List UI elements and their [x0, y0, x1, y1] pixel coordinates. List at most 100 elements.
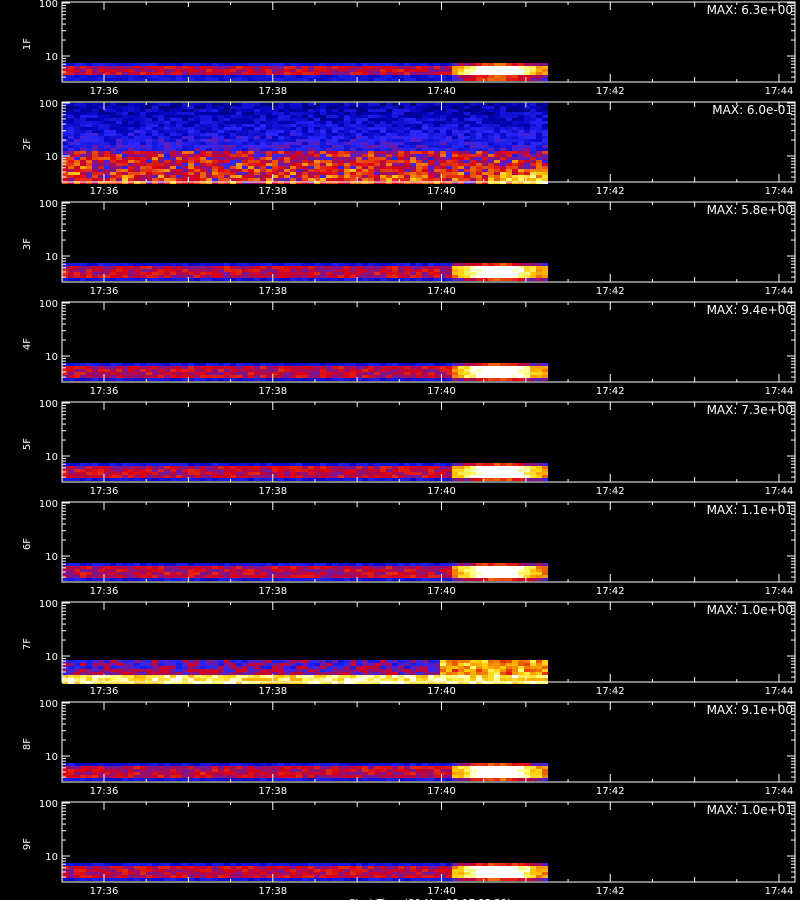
heat-cell: [236, 139, 242, 142]
heat-cell: [356, 572, 362, 575]
heat-cell: [368, 63, 374, 66]
heat-cell: [230, 106, 236, 109]
heat-cell: [218, 278, 224, 281]
heat-cell: [134, 569, 140, 572]
heat-cell: [284, 372, 290, 375]
heat-cell: [224, 133, 230, 136]
heat-cell: [524, 272, 530, 275]
heat-cell: [116, 133, 122, 136]
heat-cell: [506, 172, 512, 175]
heat-cell: [512, 163, 518, 166]
heat-cell: [152, 469, 158, 472]
heat-cell: [272, 175, 278, 178]
heat-cell: [62, 148, 68, 151]
heat-cell: [158, 157, 164, 160]
heat-cell: [272, 118, 278, 121]
heat-cell: [296, 469, 302, 472]
heat-cell: [236, 69, 242, 72]
heat-cell: [212, 103, 218, 106]
heat-cell: [224, 172, 230, 175]
heat-cell: [494, 466, 500, 469]
heat-cell: [206, 121, 212, 124]
heat-cell: [380, 75, 386, 78]
heat-cell: [242, 133, 248, 136]
heat-cell: [404, 160, 410, 163]
heat-cell: [272, 366, 278, 369]
heat-cell: [434, 469, 440, 472]
heat-cell: [74, 66, 80, 69]
heat-cell: [272, 130, 278, 133]
heat-cell: [530, 463, 536, 466]
heat-cell: [542, 115, 548, 118]
heat-cell: [254, 160, 260, 163]
heat-cell: [380, 366, 386, 369]
x-tick-label: 17:38: [258, 186, 287, 197]
heat-cell: [356, 575, 362, 578]
heat-cell: [74, 136, 80, 139]
heat-cell: [206, 566, 212, 569]
heat-cell: [272, 75, 278, 78]
heat-cell: [338, 575, 344, 578]
heat-cell: [464, 151, 470, 154]
heat-cell: [392, 157, 398, 160]
heat-cell: [524, 369, 530, 372]
heat-cell: [422, 66, 428, 69]
heat-cell: [80, 160, 86, 163]
heat-cell: [284, 136, 290, 139]
heat-cell: [440, 78, 446, 81]
heat-cell: [494, 372, 500, 375]
heat-cell: [308, 72, 314, 75]
heat-cell: [152, 272, 158, 275]
heat-cell: [128, 578, 134, 581]
heat-cell: [476, 160, 482, 163]
heat-cell: [260, 575, 266, 578]
heat-cell: [170, 69, 176, 72]
heat-cell: [482, 72, 488, 75]
heat-cell: [266, 118, 272, 121]
heatmap-cells-2F: [62, 103, 548, 184]
heat-cell: [302, 75, 308, 78]
heat-cell: [392, 66, 398, 69]
heat-cell: [188, 369, 194, 372]
heat-cell: [506, 75, 512, 78]
heat-cell: [272, 103, 278, 106]
heat-cell: [194, 178, 200, 181]
heat-cell: [422, 78, 428, 81]
heat-cell: [380, 69, 386, 72]
heat-cell: [344, 375, 350, 378]
heat-cell: [212, 575, 218, 578]
heat-cell: [74, 375, 80, 378]
heat-cell: [536, 363, 542, 366]
heat-cell: [86, 366, 92, 369]
heat-cell: [452, 175, 458, 178]
heat-cell: [524, 478, 530, 481]
heat-cell: [500, 178, 506, 181]
heat-cell: [410, 466, 416, 469]
heat-cell: [134, 369, 140, 372]
heat-cell: [164, 63, 170, 66]
heat-cell: [422, 475, 428, 478]
heat-cell: [392, 169, 398, 172]
heat-cell: [164, 133, 170, 136]
heat-cell: [362, 166, 368, 169]
heat-cell: [542, 109, 548, 112]
heat-cell: [386, 569, 392, 572]
heat-cell: [296, 112, 302, 115]
heat-cell: [212, 66, 218, 69]
heat-cell: [542, 103, 548, 106]
heat-cell: [350, 363, 356, 366]
heat-cell: [470, 142, 476, 145]
heat-cell: [470, 163, 476, 166]
heat-cell: [86, 139, 92, 142]
heat-cell: [74, 63, 80, 66]
heat-cell: [122, 160, 128, 163]
heat-cell: [404, 106, 410, 109]
heat-cell: [296, 63, 302, 66]
heat-cell: [332, 266, 338, 269]
heat-cell: [350, 563, 356, 566]
heat-cell: [350, 275, 356, 278]
heat-cell: [392, 115, 398, 118]
heat-cell: [446, 375, 452, 378]
heat-cell: [476, 151, 482, 154]
heat-cell: [356, 369, 362, 372]
